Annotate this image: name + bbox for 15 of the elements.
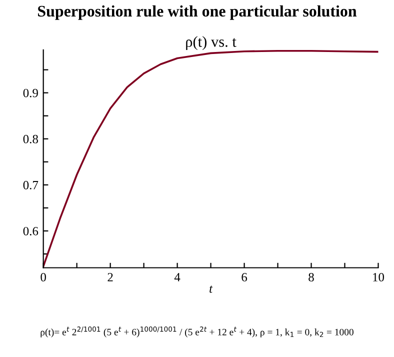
y-tick-label: 0.7: [23, 180, 38, 190]
x-tick-label: 2: [108, 273, 113, 282]
x-tick-label: 8: [308, 272, 314, 282]
line-series: [43, 50, 378, 268]
y-tick-label: 0.8: [23, 134, 38, 144]
chart-title: Superposition rule with one particular solution: [38, 5, 357, 20]
text: ρ(t)= e$^{t}$ 2$^{2/1001}$ (5 e$^{t}$ + 6)$^{1000/1001}$ / (5 e$^{2t}$ + 12 e$^{t}$ + 4), ρ = 1, k$_{1}$ = 0, k$_{2}$ = 1000: [40, 326, 354, 338]
y-tick-label: 0.6: [23, 226, 38, 236]
x-tick-label: 10: [373, 272, 384, 282]
chart-subtitle: ρ(t) vs. t: [186, 36, 236, 50]
x-axis-title: t: [210, 286, 213, 293]
x-tick-label: 4: [174, 273, 180, 282]
y-tick-label: 0.9: [23, 88, 38, 98]
x-tick-label: 0: [40, 272, 46, 282]
x-tick-label: 6: [242, 273, 248, 282]
